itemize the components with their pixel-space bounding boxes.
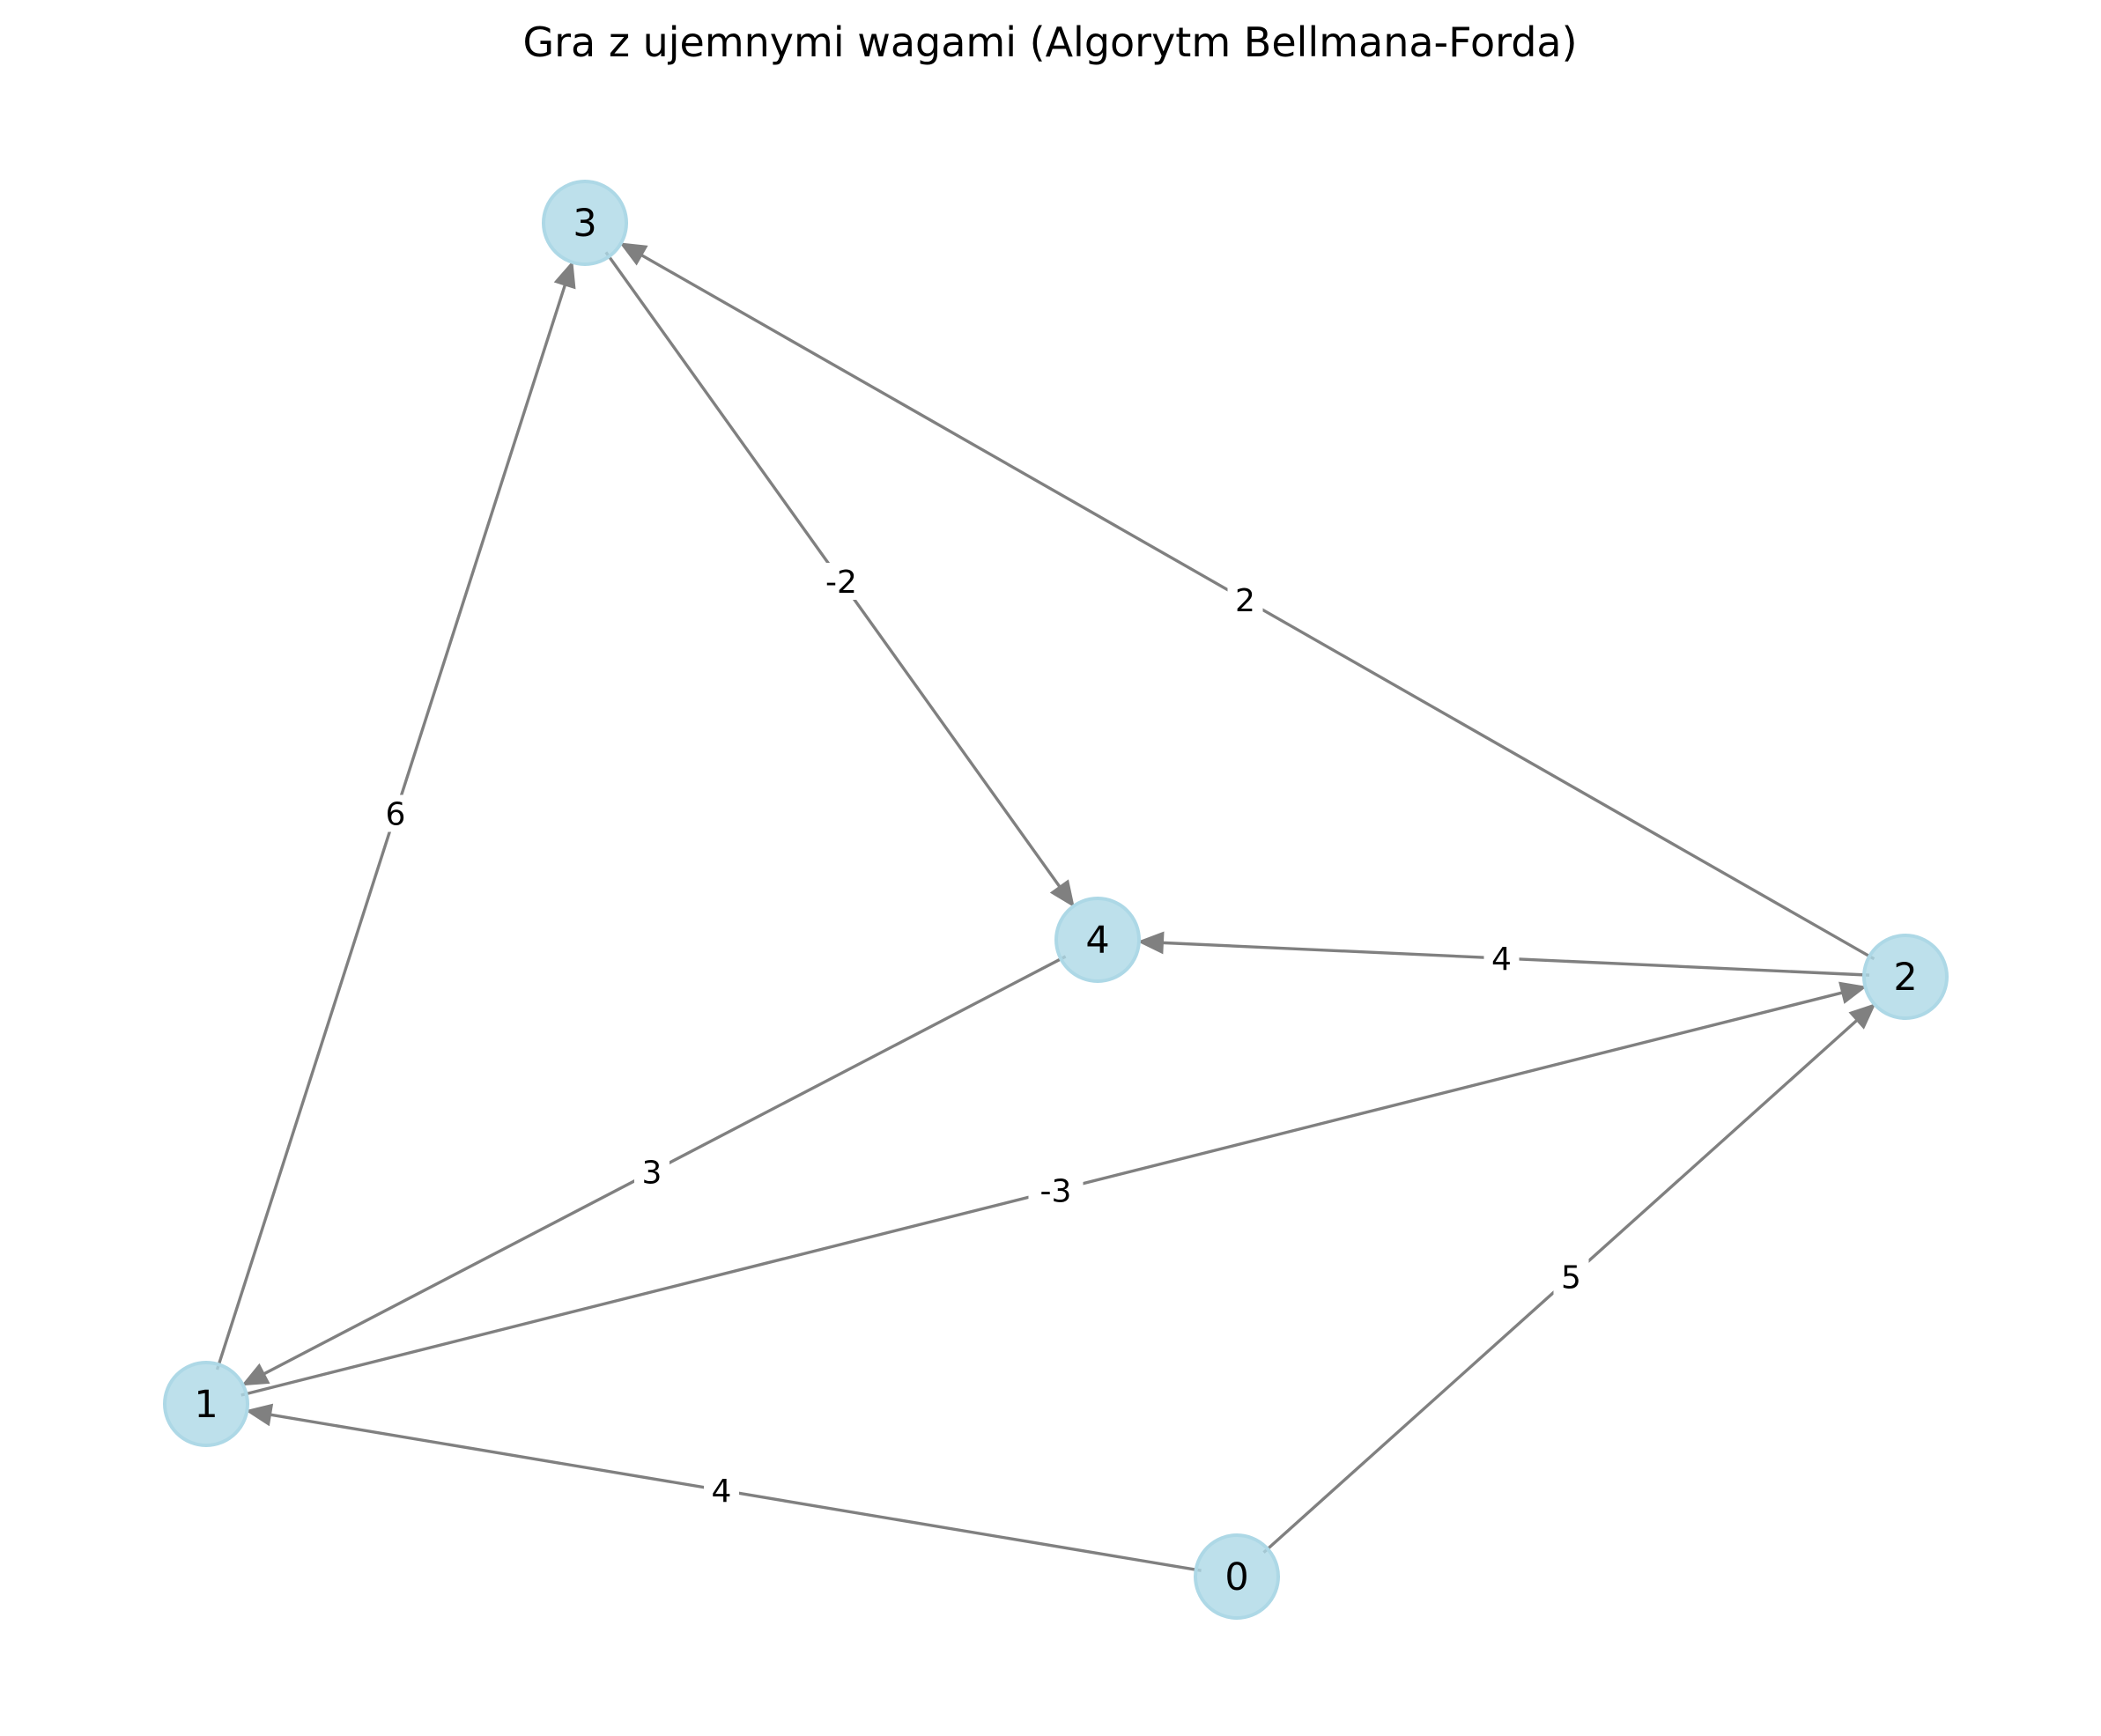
arrowhead-3-4	[1049, 879, 1075, 908]
edge-label-background	[814, 563, 869, 600]
node-label: 1	[194, 1383, 218, 1427]
nodes-layer: 0 1 2 3 4	[163, 180, 1949, 1620]
node-circle	[1862, 934, 1949, 1020]
edge-label-background	[704, 1472, 739, 1509]
edge-weight-label: 6	[386, 797, 406, 833]
node-label: 2	[1893, 956, 1917, 1000]
arrowhead-4-1	[240, 1363, 270, 1386]
edge-label-background	[1553, 1258, 1589, 1296]
edge-weight-label: 5	[1561, 1260, 1581, 1296]
edge-weight-label: 4	[712, 1474, 732, 1510]
node-circle	[1054, 897, 1141, 983]
node-circle	[542, 180, 628, 266]
node-4: 4	[1054, 897, 1141, 983]
edge-label-group-1-3: 6	[378, 794, 413, 833]
node-0: 0	[1194, 1533, 1280, 1620]
edge-labels-layer: 4 5 -3 6 2 4 -2 3	[378, 563, 1589, 1510]
node-label: 0	[1224, 1555, 1248, 1599]
node-2: 2	[1862, 934, 1949, 1020]
edge-label-background	[634, 1153, 670, 1191]
edge-label-background	[378, 794, 413, 832]
arrowhead-2-3	[619, 242, 648, 266]
edge-weight-label: 3	[642, 1156, 662, 1192]
arrowhead-1-3	[553, 260, 576, 290]
arrowhead-1-2	[1838, 981, 1868, 1004]
arrowhead-0-1	[245, 1403, 274, 1427]
edge-label-group-2-4: 4	[1483, 940, 1520, 978]
node-3: 3	[542, 180, 628, 266]
arrowhead-2-4	[1136, 931, 1165, 955]
edge-label-group-3-4: -2	[814, 563, 869, 601]
edge-label-group-0-1: 4	[704, 1472, 739, 1510]
edge-label-group-1-2: -3	[1028, 1171, 1084, 1210]
arrowhead-0-2	[1848, 1003, 1876, 1030]
edge-label-background	[1483, 940, 1520, 977]
node-label: 4	[1085, 919, 1109, 963]
node-circle	[163, 1361, 249, 1447]
edge-weight-label: 4	[1491, 942, 1512, 978]
edge-label-group-2-3: 2	[1227, 581, 1263, 619]
diagram-title: Gra z ujemnymi wagami (Algorytm Bellmana…	[522, 18, 1577, 66]
edge-label-background	[1028, 1171, 1084, 1209]
edge-label-background	[1227, 581, 1263, 618]
node-1: 1	[163, 1361, 249, 1447]
node-label: 3	[573, 202, 596, 246]
edge-weight-label: -2	[825, 565, 857, 601]
node-circle	[1194, 1533, 1280, 1620]
edges-layer	[215, 242, 1876, 1572]
edge-label-group-4-1: 3	[634, 1153, 670, 1192]
edge-weight-label: -3	[1040, 1174, 1072, 1210]
edge-weight-label: 2	[1235, 583, 1255, 619]
edge-label-group-0-2: 5	[1553, 1258, 1589, 1296]
